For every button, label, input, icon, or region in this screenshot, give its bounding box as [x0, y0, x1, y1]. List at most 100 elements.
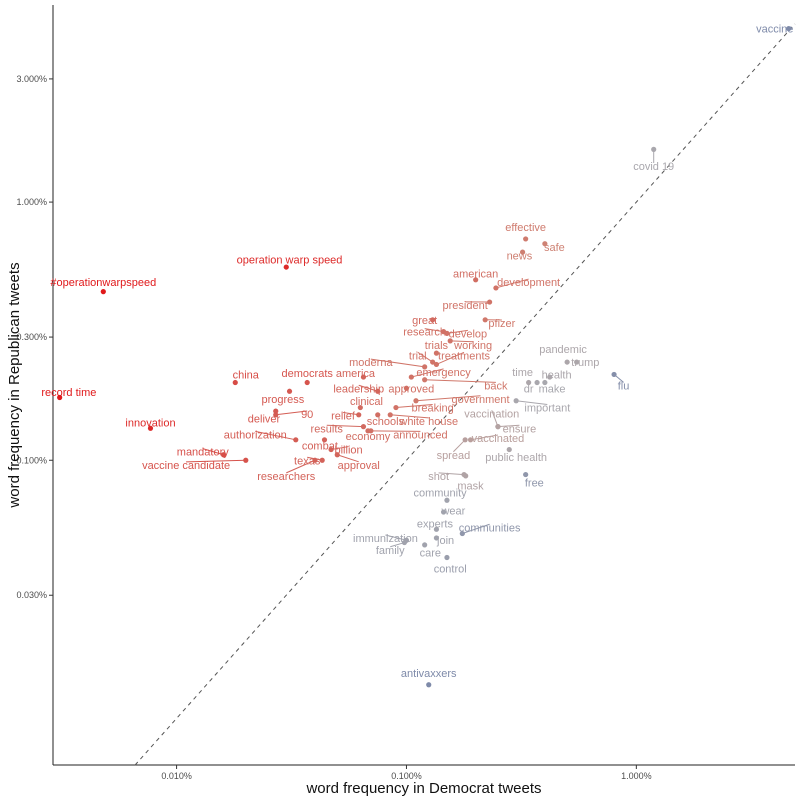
point-label: vaccine: [756, 24, 793, 36]
point-wear: [440, 509, 447, 515]
leader-line: [436, 351, 465, 365]
leader-line: [415, 395, 481, 402]
point-label: announced: [393, 429, 447, 441]
point-mandatory: [220, 452, 227, 458]
point-label: innovation: [125, 418, 175, 430]
point-label: development: [497, 277, 560, 289]
point-label: great: [412, 315, 437, 327]
x-tick-label: 0.010%: [161, 771, 192, 781]
point-label: vaccination: [464, 408, 519, 420]
point-label: control: [434, 564, 467, 576]
point-label: america: [336, 368, 376, 380]
point-vaccine-candidate: [243, 457, 249, 463]
point-control: [444, 554, 450, 561]
point-important: [513, 398, 519, 404]
point-combat: [321, 437, 328, 443]
point-billion: [328, 446, 334, 453]
point-make: [542, 379, 548, 386]
point-america: [360, 374, 367, 380]
point-develop: [444, 330, 450, 336]
point-label: record time: [41, 387, 96, 399]
point-90: [273, 412, 279, 418]
point-results: [360, 424, 367, 430]
point-great: [430, 317, 436, 323]
leader-line: [424, 328, 444, 333]
point-label: antivaxxers: [401, 668, 457, 680]
leader-line: [411, 368, 444, 378]
point-label: mandatory: [177, 447, 229, 459]
point-label: research: [403, 327, 446, 339]
point-label: important: [524, 403, 570, 415]
point-president: [487, 299, 493, 305]
point-label: american: [453, 268, 498, 280]
x-tick-label: 1.000%: [621, 771, 652, 781]
point-authorization: [293, 437, 299, 443]
y-tick-label: 0.030%: [16, 590, 47, 600]
point-label: wear: [440, 505, 465, 517]
leader-line: [286, 459, 316, 474]
point-approval: [334, 452, 340, 458]
point-label: immunization: [353, 533, 418, 545]
point-label: researchers: [257, 471, 316, 483]
leader-line: [453, 439, 466, 453]
point-label: #operationwarpspeed: [50, 277, 156, 289]
point-relief: [356, 412, 362, 418]
point-moderna: [422, 364, 428, 370]
point-news: [519, 249, 526, 255]
leader-line: [424, 379, 496, 383]
point-label: shot: [428, 471, 449, 483]
point-label: approved: [388, 383, 434, 395]
point-label: 90: [301, 409, 313, 421]
leader-line: [255, 430, 296, 441]
leader-line: [370, 430, 421, 432]
leader-line: [358, 384, 378, 392]
point--operationwarpspeed: [100, 289, 106, 295]
point-label: government: [451, 394, 509, 406]
point-community: [444, 497, 450, 503]
point-progress: [286, 388, 293, 394]
leader-line: [446, 329, 468, 334]
point-label: flu: [618, 380, 630, 392]
point-label: communities: [459, 522, 521, 534]
point-pfizer: [482, 317, 488, 323]
point-trials: [433, 350, 440, 356]
point-spread: [462, 437, 468, 443]
point-label: effective: [505, 222, 546, 234]
point-label: health: [542, 369, 572, 381]
reference-line-y-equals-x: [134, 23, 796, 766]
point-operation-warp-speed: [283, 264, 289, 270]
point-label: mask: [457, 480, 484, 492]
point-vaccine: [786, 25, 792, 32]
point-mask: [463, 473, 469, 479]
point-labels: vaccine covid 19 effective safe news operatio…: [41, 24, 793, 680]
point-development: [493, 285, 499, 291]
point-label: approval: [338, 460, 380, 472]
point-label: pandemic: [539, 344, 587, 356]
point-texas: [319, 457, 325, 463]
point-label: free: [525, 478, 544, 490]
point-label: news: [507, 251, 533, 263]
leader-line: [491, 410, 499, 427]
point-announced: [368, 428, 374, 434]
leader-line: [390, 414, 429, 419]
leader-line: [497, 424, 520, 428]
point-government: [413, 398, 419, 404]
point-ensure: [495, 424, 501, 430]
point-pandemic: [564, 359, 570, 365]
point-label: clinical: [350, 396, 383, 408]
point-working: [447, 338, 453, 344]
leader-line: [462, 523, 490, 535]
leader-line: [326, 424, 364, 428]
x-axis-title: word frequency in Democrat tweets: [305, 780, 541, 797]
point-label: combat: [302, 441, 338, 453]
leader-line: [516, 400, 548, 406]
point-label: progress: [261, 394, 304, 406]
point-safe: [542, 241, 548, 247]
point-free: [523, 471, 529, 478]
point-effective: [523, 236, 529, 242]
point-label: billion: [335, 445, 363, 457]
point-label: safe: [544, 242, 565, 254]
point-label: experts: [417, 518, 454, 530]
point-trial: [430, 359, 436, 365]
point-communities: [459, 530, 465, 537]
